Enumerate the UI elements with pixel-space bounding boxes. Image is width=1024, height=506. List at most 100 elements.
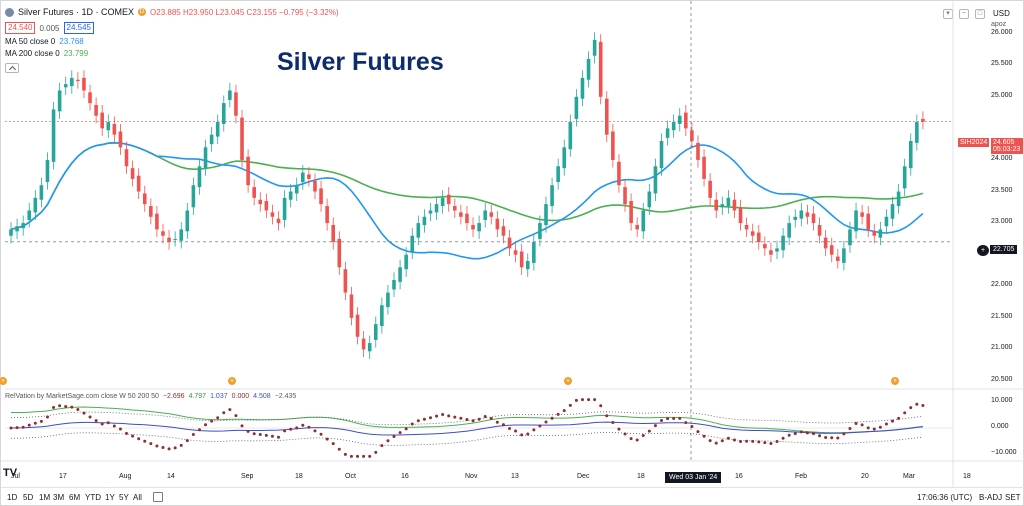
range-button[interactable]: 5Y (119, 493, 129, 502)
unit-label[interactable]: apoz (991, 21, 1007, 28)
price-tick-label: 21.000 (991, 344, 1013, 352)
candle (787, 215, 791, 246)
indicator-dot (82, 411, 86, 415)
range-button[interactable]: 1D (7, 493, 18, 502)
tradingview-logo-icon[interactable]: TV (3, 467, 18, 479)
minimize-icon[interactable]: − (959, 9, 969, 19)
indicator-dot (708, 439, 712, 443)
range-button[interactable]: 1M (39, 493, 51, 502)
candle-body (708, 180, 712, 198)
indicator-dot (629, 437, 633, 441)
indicator-dot (137, 437, 141, 441)
indicator-dot (805, 431, 809, 435)
indicator-dot (593, 398, 597, 402)
badj-toggle[interactable]: B-ADJ (979, 493, 1003, 502)
range-button[interactable]: YTD (85, 493, 101, 502)
range-button[interactable]: All (133, 493, 142, 502)
calendar-icon[interactable] (153, 492, 163, 502)
candle (203, 139, 208, 176)
settlement-toggle[interactable]: SET (1005, 493, 1021, 502)
candle (592, 32, 597, 64)
candle (647, 183, 652, 215)
indicator-dot (751, 439, 755, 443)
indicator-dot (732, 438, 736, 442)
symbol-title[interactable]: Silver Futures · 1D · COMEX (18, 7, 135, 17)
candle (361, 331, 366, 357)
currency-label[interactable]: USD (993, 9, 1010, 18)
candle-body (386, 292, 390, 308)
candle-body (684, 112, 688, 129)
indicator-dot (799, 430, 803, 434)
bottom-toolbar: 1D 5D 1M 3M 6M YTD 1Y 5Y All 17:06:36 (UTC) B-AD… (1, 487, 1024, 506)
candle-body (677, 115, 682, 124)
candle (404, 247, 408, 277)
time-tick-label: 18 (963, 473, 971, 480)
indicator-dot (343, 452, 347, 456)
candle-body (513, 250, 518, 255)
candle (440, 190, 445, 214)
candle-body (465, 213, 469, 224)
indicator-dot (884, 422, 888, 426)
candle-body (744, 225, 749, 230)
candle-body (307, 174, 311, 179)
candle-body (787, 223, 791, 238)
market-status-badge[interactable]: D (138, 8, 147, 16)
ma50-legend[interactable]: MA 50 close 0 23.768 (5, 37, 84, 46)
candle-body (404, 254, 408, 270)
indicator-dot (155, 444, 159, 448)
candle (836, 249, 840, 269)
candle-body (617, 161, 621, 186)
crosshair-plus-icon[interactable]: + (977, 245, 989, 256)
clock[interactable]: 17:06:36 (UTC) (917, 493, 973, 502)
candle (130, 160, 135, 187)
event-marker-icon[interactable]: » (228, 377, 236, 385)
range-button[interactable]: 6M (69, 493, 81, 502)
crosshair-date: Wed 03 Jan '24 (665, 472, 722, 483)
candle (562, 139, 567, 176)
candle-body (367, 343, 372, 352)
indicator-dot (270, 434, 274, 438)
price-chart[interactable] (1, 1, 1024, 487)
time-tick-label: Dec (577, 473, 590, 480)
range-button[interactable]: 3M (53, 493, 65, 502)
candle (136, 168, 141, 200)
candle (641, 202, 646, 239)
indicator-legend[interactable]: RelVation by MarketSage.com close W 50 2… (5, 393, 300, 400)
candle-body (860, 212, 864, 217)
candle (301, 165, 305, 190)
indicator-dot (653, 424, 657, 428)
candle (477, 215, 481, 239)
indicator-dot (216, 416, 220, 420)
indicator-dot (544, 420, 548, 424)
candle-body (489, 212, 494, 217)
symbol-legend[interactable]: Silver Futures · 1D · COMEX D O23.885 H2… (5, 7, 339, 17)
maximize-icon[interactable]: □ (975, 9, 985, 19)
indicator-dot (580, 398, 584, 402)
event-marker-icon[interactable]: » (564, 377, 572, 385)
price-tick-label: 25.000 (991, 91, 1013, 99)
bid-price[interactable]: 24.540 (5, 22, 36, 34)
candle (495, 211, 500, 237)
candle (817, 217, 822, 244)
indicator-tick-label: −10.000 (991, 448, 1017, 456)
indicator-dot (860, 423, 864, 427)
symbol-flag: SIH2024 (958, 138, 990, 147)
event-marker-icon[interactable]: » (891, 377, 899, 385)
candle (27, 202, 32, 228)
collapse-legend-button[interactable] (5, 63, 19, 74)
indicator-dot (568, 403, 572, 407)
indicator-dot (848, 426, 852, 430)
range-button[interactable]: 5D (23, 493, 34, 502)
indicator-dot (556, 412, 560, 416)
event-marker-icon[interactable]: » (0, 377, 7, 385)
candle (179, 221, 184, 249)
candle (604, 91, 609, 143)
range-button[interactable]: 1Y (105, 493, 115, 502)
ask-price[interactable]: 24.545 (63, 22, 94, 34)
candle-body (185, 210, 190, 232)
candle (446, 187, 451, 212)
indicator-dot (720, 439, 724, 443)
candle-body (380, 305, 384, 327)
ma200-legend[interactable]: MA 200 close 0 23.799 (5, 49, 88, 58)
